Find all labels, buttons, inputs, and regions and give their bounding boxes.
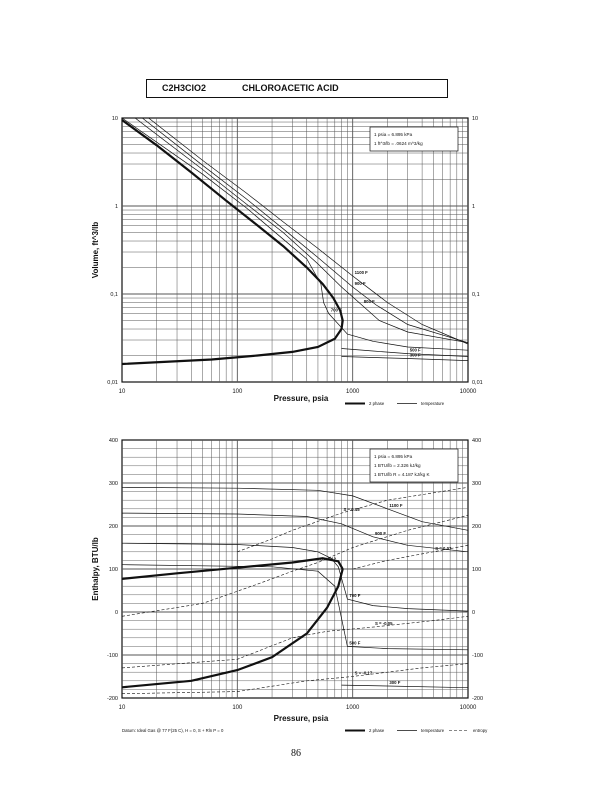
legend-label: 2 phase — [369, 401, 385, 406]
y-tick-label-right: 300 — [472, 481, 481, 487]
series-line-2-phase — [121, 119, 344, 366]
series-line-900-f — [121, 512, 469, 553]
conversion-box — [369, 448, 459, 483]
y-tick-label-right: 200 — [472, 524, 481, 530]
series-line-700-f — [121, 542, 469, 612]
series-label: 300 F — [389, 680, 400, 685]
series-line-300-f — [341, 684, 469, 689]
y-tick-label: 1 — [115, 204, 118, 210]
y-tick-label: 400 — [109, 438, 118, 444]
y-tick-label: 300 — [109, 481, 118, 487]
series-label: 1100 F — [389, 503, 403, 508]
series-label: S = 0.15 — [343, 507, 360, 512]
series-line-500-f — [341, 348, 469, 357]
series-line-700-f — [121, 117, 469, 351]
conversion-text: 1 ft^3/lb = .0624 m^3/kg — [374, 141, 423, 146]
series-label: 700 F — [349, 593, 360, 598]
conversion-box — [369, 126, 459, 152]
series-line-2-phase-liquid — [121, 568, 344, 689]
y-axis-label: Volume, ft^3/lb — [91, 222, 100, 279]
enthalpy-chart: 10 100 1000 10000-200-1000100200300400-200-… — [91, 438, 488, 733]
series-line-500-f — [121, 564, 469, 651]
series-label: 800 F — [364, 299, 375, 304]
y-tick-label-right: -100 — [472, 653, 483, 659]
volume-chart: 10 100 1000 100000,010,11100,010,1110Pressu… — [91, 116, 483, 406]
legend-label: temperature — [421, 401, 445, 406]
conversion-text: 1 psia = 6.895 kPa — [374, 454, 413, 459]
series-line-900-f — [142, 117, 469, 344]
series-label: 500 F — [410, 348, 421, 353]
x-tick-label: 100 — [232, 705, 243, 711]
series-label: S = -0.17 — [355, 671, 373, 676]
x-tick-label: 10000 — [460, 389, 477, 395]
y-tick-label-right: -200 — [472, 696, 483, 702]
series-label: 1100 F — [355, 270, 369, 275]
conversion-text: 1 BTU/lb R = 4.187 kJ/kg K — [374, 472, 430, 477]
series-line-2-phase-vapor — [121, 557, 344, 580]
x-tick-label: 1000 — [346, 705, 360, 711]
x-tick-label: 10 — [119, 705, 126, 711]
y-tick-label: 0 — [115, 610, 118, 616]
series-line-1100-f — [148, 117, 469, 345]
y-tick-label-right: 10 — [472, 116, 478, 122]
y-axis-label: Enthalpy, BTU/lb — [91, 537, 100, 601]
series-label: S = 0.07 — [435, 546, 452, 551]
y-tick-label: 200 — [109, 524, 118, 530]
series-label: S = -0.05 — [375, 621, 393, 626]
y-tick-label: 0,1 — [110, 292, 118, 298]
x-tick-label: 1000 — [346, 389, 360, 395]
conversion-text: 1 psia = 6.895 kPa — [374, 132, 413, 137]
page-number: 86 — [291, 748, 301, 759]
y-tick-label-right: 0 — [472, 610, 475, 616]
y-tick-label-right: 1 — [472, 204, 475, 210]
series-line-1100-f — [121, 486, 469, 531]
conversion-text: 1 BTU/lb = 2.326 kJ/kg — [374, 463, 421, 468]
series-line-s-0-12 — [121, 515, 469, 617]
series-label: 700 F — [331, 308, 342, 313]
series-line-s-0-17 — [121, 663, 469, 694]
series-line-300-f — [341, 356, 469, 361]
y-tick-label: 0,01 — [107, 380, 118, 386]
x-tick-label: 10 — [119, 389, 126, 395]
plot-frame — [121, 117, 469, 383]
series-label: S = 0.12 — [320, 557, 337, 562]
y-tick-label: 100 — [109, 567, 118, 573]
series-label: 900 F — [355, 281, 366, 286]
x-tick-label: 10000 — [460, 705, 477, 711]
legend-label: temperature — [421, 728, 445, 733]
y-tick-label: 10 — [112, 116, 118, 122]
series-label: 300 F — [410, 352, 421, 357]
series-label: 900 F — [375, 531, 386, 536]
legend-label: 2 phase — [369, 728, 385, 733]
x-axis-label: Pressure, psia — [274, 714, 329, 723]
legend-label: entropy — [473, 728, 488, 733]
y-tick-label-right: 100 — [472, 567, 481, 573]
series-line-s-0-07 — [352, 545, 469, 570]
y-tick-label: -200 — [107, 696, 118, 702]
y-tick-label-right: 400 — [472, 438, 481, 444]
y-tick-label-right: 0,1 — [472, 292, 480, 298]
datum-footnote: Datum: Ideal Gas @ 77 F(25 C), H = 0, S … — [122, 728, 224, 733]
compound-name: CHLOROACETIC ACID — [242, 83, 339, 93]
compound-formula: C2H3ClO2 — [162, 83, 207, 93]
x-tick-label: 100 — [232, 389, 243, 395]
series-label: 500 F — [349, 640, 360, 645]
y-tick-label-right: 0,01 — [472, 380, 483, 386]
title-box: C2H3ClO2 CHLOROACETIC ACID — [146, 79, 448, 98]
series-line-s-0-15 — [237, 487, 469, 553]
series-line-800-f — [134, 117, 469, 344]
x-axis-label: Pressure, psia — [274, 394, 329, 403]
y-tick-label: -100 — [107, 653, 118, 659]
series-line-s-0-05 — [121, 616, 469, 669]
